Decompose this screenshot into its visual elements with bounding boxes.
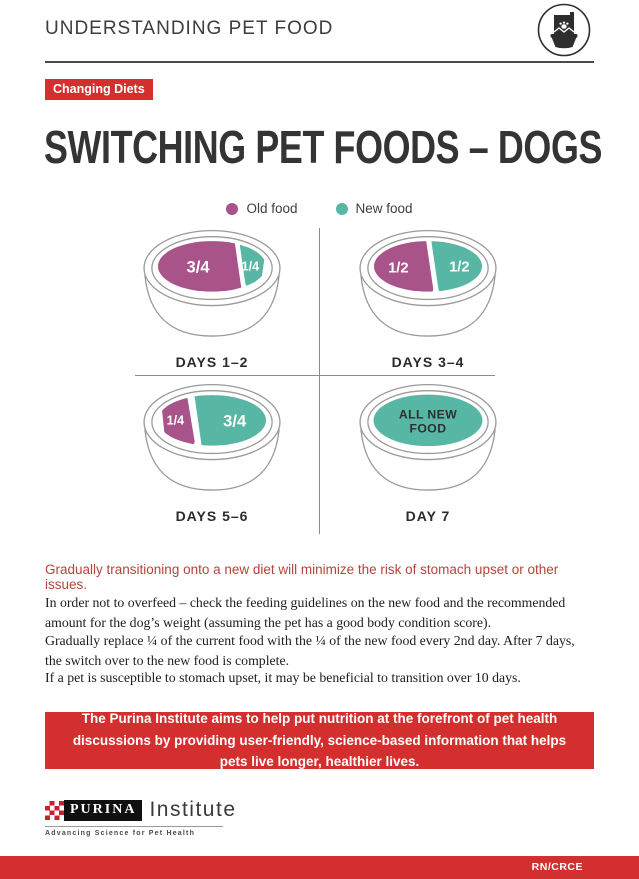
old-fraction-label: 1/4 xyxy=(167,414,185,428)
document-code: RN/CRCE xyxy=(531,861,583,873)
old-food-swatch-icon xyxy=(226,202,239,215)
new-fraction-label: 1/2 xyxy=(449,260,470,276)
brand-tagline: Advancing Science for Pet Health xyxy=(45,830,196,837)
purina-institute-info-box: The Purina Institute aims to help put nu… xyxy=(45,711,594,769)
header-divider xyxy=(45,61,594,63)
all-new-food-line2: FOOD xyxy=(410,422,447,436)
purina-wordmark: PURINA xyxy=(64,799,143,821)
page-header-title: UNDERSTANDING PET FOOD xyxy=(45,18,334,39)
body-paragraph-3: If a pet is susceptible to stomach upset… xyxy=(45,670,521,685)
purina-checkerboard-icon xyxy=(45,800,64,820)
institute-wordmark: Institute xyxy=(149,798,237,821)
bowl-days-5-6: 1/4 3/4 DAYS 5–6 xyxy=(112,382,312,524)
pet-food-bag-and-bowl-icon xyxy=(536,2,592,58)
body-paragraph-2: Gradually replace ¼ of the current food … xyxy=(45,633,575,668)
legend-old-label: Old food xyxy=(246,201,298,216)
bowl-days-1-2-graphic: 3/4 1/4 xyxy=(143,229,281,337)
bowl-days-5-6-label: DAYS 5–6 xyxy=(175,508,249,524)
all-new-food-line1: ALL NEW xyxy=(399,408,457,422)
bowl-days-3-4-graphic: 1/2 1/2 xyxy=(359,229,497,337)
legend: Old food New food xyxy=(0,201,639,216)
footer-divider xyxy=(45,826,223,827)
bowl-days-3-4-label: DAYS 3–4 xyxy=(391,354,465,370)
legend-item-new-food: New food xyxy=(335,201,413,216)
new-food-swatch-icon xyxy=(335,202,348,215)
bowl-days-1-2-label: DAYS 1–2 xyxy=(175,354,249,370)
bowl-day-7-label: DAY 7 xyxy=(405,508,451,524)
new-fraction-label: 3/4 xyxy=(223,411,247,430)
old-fraction-label: 1/2 xyxy=(388,260,409,276)
bowl-grid: 3/4 1/4 DAYS 1–2 1/2 1/2 DAYS 3–4 xyxy=(0,225,639,537)
bowl-days-5-6-graphic: 1/4 3/4 xyxy=(143,383,281,491)
body-paragraph-1: In order not to overfeed – check the fee… xyxy=(45,595,566,630)
bowl-days-1-2: 3/4 1/4 DAYS 1–2 xyxy=(112,228,312,370)
key-statement: Gradually transitioning onto a new diet … xyxy=(45,562,559,592)
legend-new-label: New food xyxy=(355,201,413,216)
section-badge: Changing Diets xyxy=(45,79,153,100)
brand-row: PURINA Institute xyxy=(45,798,237,822)
grid-horizontal-divider xyxy=(135,375,495,376)
bottom-red-bar: RN/CRCE xyxy=(0,856,639,879)
bowl-days-3-4: 1/2 1/2 DAYS 3–4 xyxy=(328,228,528,370)
bowl-day-7-graphic: ALL NEW FOOD xyxy=(359,383,497,491)
legend-item-old-food: Old food xyxy=(226,201,298,216)
old-fraction-label: 3/4 xyxy=(187,257,211,276)
page-title: SWITCHING PET FOODS – DOGS xyxy=(44,121,603,173)
bowl-day-7: ALL NEW FOOD DAY 7 xyxy=(328,382,528,524)
grid-vertical-divider xyxy=(319,228,320,534)
new-fraction-label: 1/4 xyxy=(242,260,260,274)
footer-brand: PURINA Institute Advancing Science for P… xyxy=(45,798,237,837)
